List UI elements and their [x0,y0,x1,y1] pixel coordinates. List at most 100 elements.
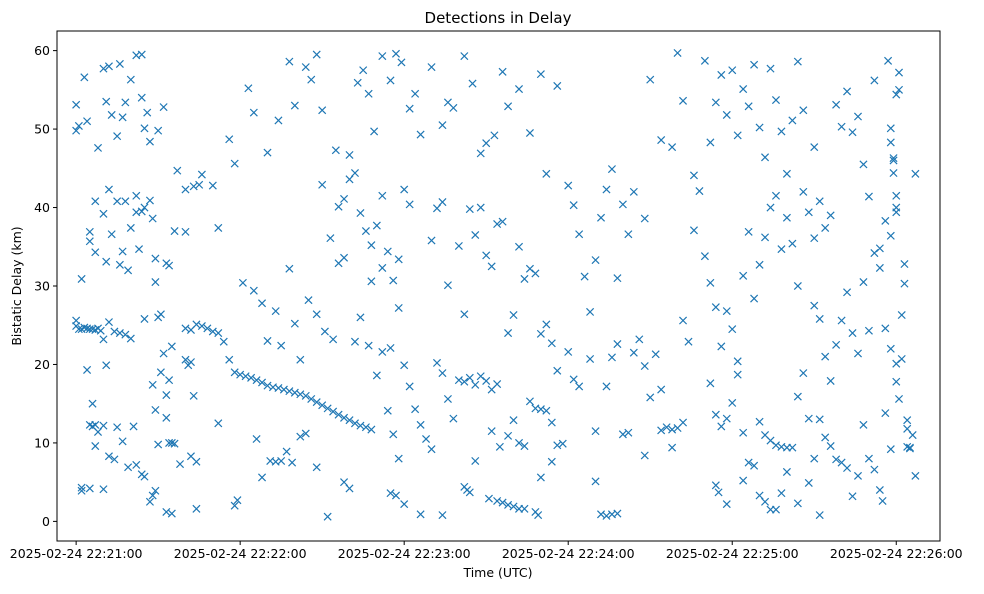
data-point [657,385,666,394]
data-point [230,501,239,510]
data-point [886,138,895,147]
data-point [249,286,258,295]
data-point [777,245,786,254]
data-point [788,116,797,125]
data-point [755,260,764,269]
data-point [771,96,780,105]
data-point [460,52,469,61]
data-point [258,299,267,308]
data-point [137,207,146,216]
data-point [739,85,748,94]
data-point [799,106,808,115]
data-point [864,454,873,463]
x-axis-label: Time (UTC) [462,565,532,580]
data-point [197,321,206,331]
data-point [91,197,100,206]
data-point [504,329,513,338]
data-point [471,230,480,240]
data-point [536,70,545,79]
data-point [875,485,884,495]
data-point [892,377,901,386]
data-point [203,324,212,333]
data-point [782,169,791,178]
y-tick-label: 60 [34,43,50,58]
data-point [449,414,458,423]
data-point [733,370,742,379]
data-point [140,472,149,481]
data-point [646,393,655,402]
data-point [151,405,160,414]
data-point [547,457,556,466]
data-point [126,334,135,343]
data-point [115,59,124,68]
data-point [372,371,381,380]
data-point [826,376,835,385]
data-point [394,454,403,463]
data-point [236,370,245,379]
data-point [706,278,715,287]
data-point [353,78,362,87]
data-point [750,60,759,69]
data-point [277,341,286,350]
data-point [83,365,92,374]
data-point [657,136,666,145]
data-point [334,202,343,211]
data-point [468,79,477,88]
data-point [438,369,447,378]
data-point [837,316,846,325]
data-point [843,87,852,96]
data-point [514,242,524,251]
data-point [864,326,873,335]
data-point [487,262,496,271]
data-point [711,303,720,312]
data-point [848,128,857,137]
data-point [370,127,379,136]
data-point [689,226,698,235]
data-point [367,241,376,250]
data-point [498,498,507,507]
data-point [104,452,113,461]
data-point [553,81,562,90]
data-point [793,392,802,401]
data-point [894,394,904,404]
data-point [77,483,86,492]
data-point [897,354,906,363]
data-point [192,457,201,466]
data-point [102,361,111,370]
data-point [285,57,294,66]
data-point [113,132,122,141]
data-point [181,227,190,236]
data-point [542,169,551,178]
data-point [334,410,343,419]
data-point [175,460,185,469]
data-point [154,440,163,449]
data-point [252,434,261,444]
data-point [443,281,452,290]
data-point [509,311,518,320]
data-point [569,375,578,384]
data-point [717,422,726,431]
data-point [843,464,852,473]
data-point [151,486,160,495]
data-point [99,209,108,218]
data-point [826,442,835,451]
x-tick-label: 2025-02-24 22:21:00 [10,546,143,561]
data-point [684,337,693,346]
data-point [378,52,387,61]
data-point [509,502,518,511]
data-point [722,307,731,316]
y-tick-label: 10 [34,435,50,450]
data-point [739,271,748,280]
data-point [307,75,316,84]
data-point [624,230,633,239]
data-point [88,399,97,408]
data-point [878,496,887,506]
data-point [364,89,373,98]
data-point [102,97,111,106]
data-point [815,415,824,424]
data-point [416,130,425,139]
data-point [640,451,649,460]
data-point [124,463,133,472]
data-point [80,73,89,82]
